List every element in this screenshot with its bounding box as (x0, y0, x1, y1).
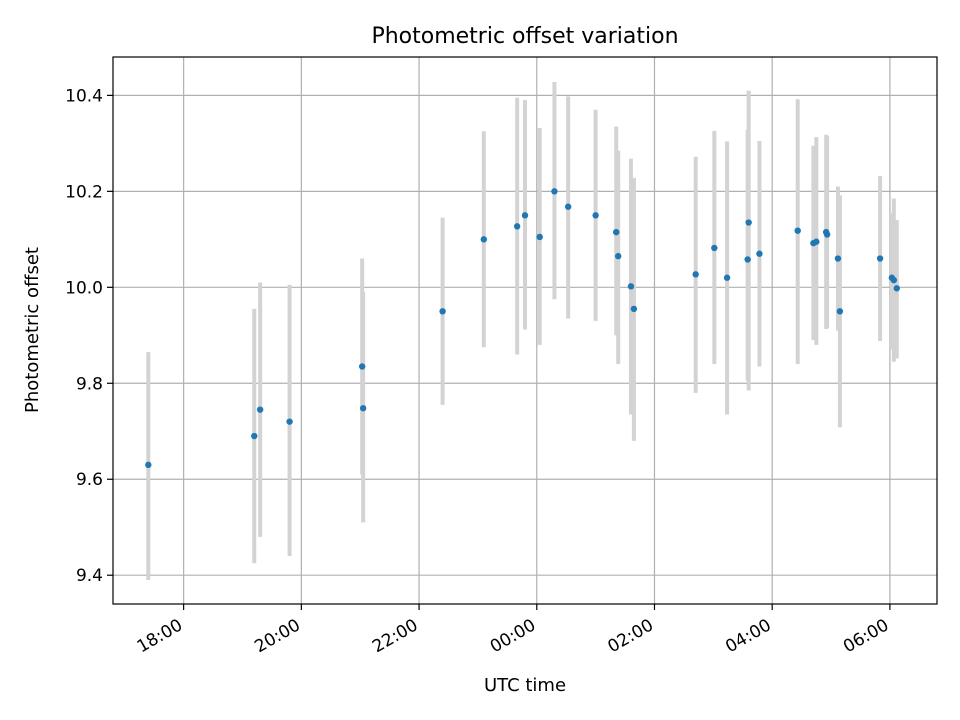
data-point (521, 212, 529, 219)
data-point (513, 223, 521, 230)
y-tick-label: 10.4 (65, 86, 103, 106)
data-point (834, 255, 842, 262)
data-point (551, 188, 558, 195)
plot-frame (112, 56, 938, 605)
data-point (711, 244, 718, 252)
data-point (745, 219, 752, 226)
data-point (692, 271, 699, 278)
y-axis-label: Photometric offset (22, 247, 43, 413)
data-points (145, 188, 900, 469)
data-point (286, 418, 293, 425)
y-tick-label: 9.6 (76, 470, 103, 490)
data-point (627, 283, 635, 290)
data-point (480, 236, 487, 243)
data-point (813, 238, 820, 245)
data-point (893, 285, 900, 292)
data-point (836, 308, 844, 315)
y-tick-label: 10.2 (65, 182, 103, 202)
y-axis-ticks: 9.4 9.6 9.8 10.0 10.2 10.4 (65, 86, 113, 586)
data-point (744, 256, 751, 263)
data-point (723, 274, 731, 281)
data-point (145, 461, 152, 469)
data-point (564, 203, 572, 210)
data-point (794, 227, 801, 234)
y-tick-label: 9.4 (76, 566, 103, 586)
chart-title: Photometric offset variation (371, 24, 678, 49)
x-axis-label: UTC time (484, 675, 566, 696)
data-point (876, 255, 884, 262)
data-point (256, 406, 264, 413)
data-point (613, 228, 620, 236)
data-point (756, 250, 763, 257)
data-point (359, 405, 367, 412)
y-tick-label: 9.8 (76, 374, 103, 394)
y-tick-label: 10.0 (65, 278, 103, 298)
data-point (592, 212, 599, 219)
data-point (630, 305, 638, 313)
data-point (439, 308, 446, 315)
data-point (890, 276, 898, 284)
data-point (536, 233, 543, 241)
data-point (823, 231, 831, 238)
data-point (358, 363, 366, 370)
data-point (614, 252, 622, 260)
data-point (251, 432, 258, 440)
